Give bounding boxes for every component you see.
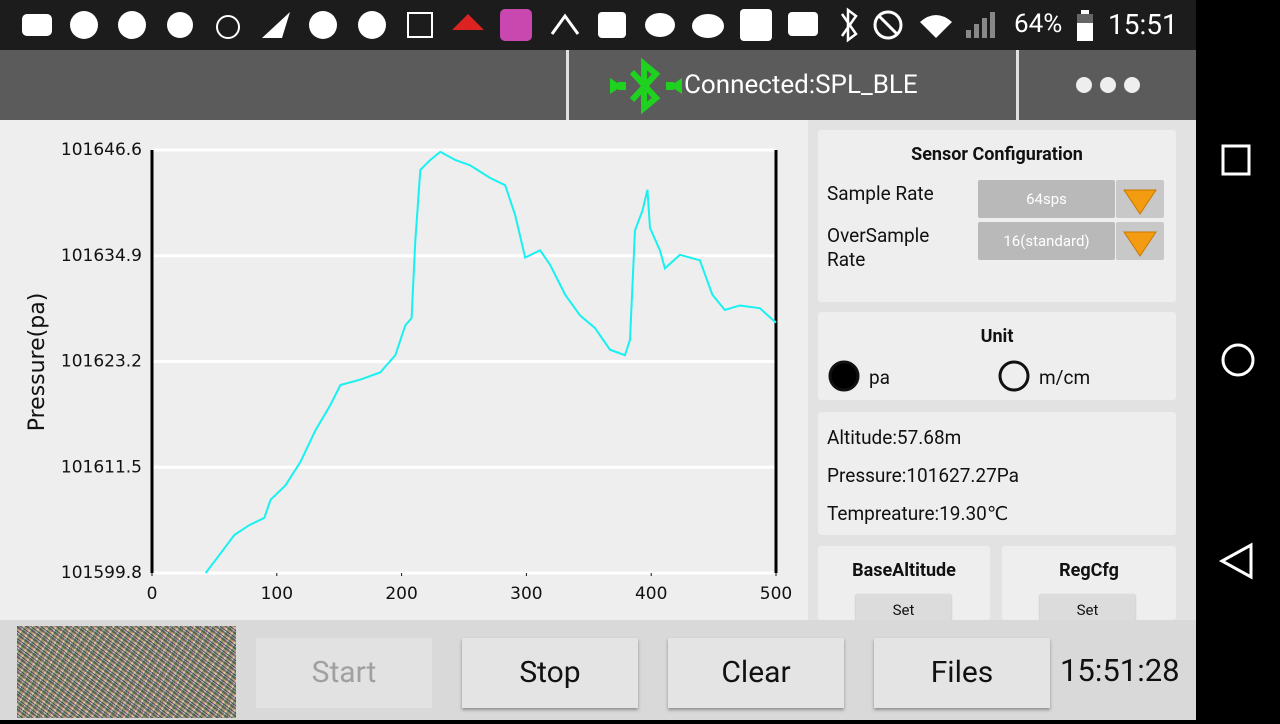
data-line bbox=[204, 150, 777, 574]
x-tick-label: 0 bbox=[147, 584, 158, 604]
card-title: RegCfg bbox=[1059, 560, 1119, 581]
dropdown[interactable]: 64sps bbox=[978, 180, 1115, 218]
y-tick-label: 101611.5 bbox=[61, 457, 142, 477]
y-tick-label: 101646.6 bbox=[61, 140, 142, 160]
y-tick-label: 101634.9 bbox=[61, 246, 142, 266]
app-bar: Connected:SPL_BLE bbox=[0, 50, 1196, 120]
clock: 15:51:28 bbox=[1060, 652, 1180, 689]
chart: Pressure(pa) 101599.8 101611.5 101623.2 101… bbox=[0, 120, 808, 620]
content: Pressure(pa) 101599.8 101611.5 101623.2 101… bbox=[0, 120, 1196, 620]
field-label: OverSample Rate bbox=[827, 224, 930, 271]
reading: Tempreature:19.30℃ bbox=[827, 502, 1009, 525]
home-button[interactable] bbox=[1221, 343, 1255, 377]
dropdown-arrow[interactable] bbox=[1116, 222, 1164, 260]
nav-bar bbox=[1196, 0, 1280, 720]
x-tick-label: 300 bbox=[510, 584, 542, 604]
status-icons bbox=[22, 7, 952, 43]
set-button[interactable]: Set bbox=[1040, 594, 1135, 620]
card-title: BaseAltitude bbox=[852, 560, 956, 581]
x-tick-label: 100 bbox=[261, 584, 293, 604]
divider bbox=[1016, 50, 1019, 120]
y-axis-label: Pressure(pa) bbox=[25, 293, 50, 432]
regcfg-card: RegCfg Set bbox=[1002, 546, 1176, 620]
radio-button[interactable] bbox=[996, 358, 1032, 394]
radio-label[interactable]: m/cm bbox=[1039, 366, 1091, 389]
status-time: 15:51 bbox=[1108, 8, 1178, 41]
set-button[interactable]: Set bbox=[856, 594, 951, 620]
overflow-menu[interactable] bbox=[1070, 74, 1146, 96]
nav-icons bbox=[1218, 144, 1255, 580]
card-title: Unit bbox=[980, 326, 1014, 347]
action-button[interactable]: Files bbox=[874, 638, 1050, 708]
dropdown[interactable]: 16(standard) bbox=[978, 222, 1115, 260]
notification-icons bbox=[22, 7, 952, 43]
radio-button[interactable] bbox=[826, 358, 862, 394]
x-tick-label: 500 bbox=[760, 584, 792, 604]
x-tick-label: 400 bbox=[635, 584, 667, 604]
field-label: Sample Rate bbox=[827, 182, 934, 205]
card-title: Sensor Configuration bbox=[911, 144, 1083, 165]
radio-circle bbox=[998, 360, 1030, 392]
battery-percent: 64% bbox=[1014, 9, 1063, 39]
radio-label[interactable]: pa bbox=[869, 366, 891, 389]
readings-card: Altitude:57.68m Pressure:101627.27Pa Tem… bbox=[818, 412, 1176, 535]
bottom-bar: 15:51:28 Start Stop Clear Files bbox=[0, 620, 1196, 720]
battery-icon bbox=[1077, 10, 1093, 41]
reading: Pressure:101627.27Pa bbox=[827, 464, 1020, 487]
back-button[interactable] bbox=[1218, 542, 1253, 580]
action-button: Start bbox=[256, 638, 432, 708]
unit-card: Unit pa m/cm bbox=[818, 312, 1176, 400]
recents-button[interactable] bbox=[1221, 144, 1251, 176]
noise-thumbnail bbox=[17, 626, 236, 718]
sensor-config-card: Sensor Configuration Sample Rate 64sps O… bbox=[818, 130, 1176, 302]
action-button[interactable]: Stop bbox=[462, 638, 638, 708]
base-altitude-card: BaseAltitude Set bbox=[818, 546, 990, 620]
x-tick-label: 200 bbox=[385, 584, 417, 604]
bluetooth-icon bbox=[610, 58, 682, 114]
y-tick-label: 101599.8 bbox=[61, 563, 142, 583]
connection-status: Connected:SPL_BLE bbox=[684, 70, 918, 100]
divider bbox=[566, 50, 569, 120]
y-tick-label: 101623.2 bbox=[61, 352, 142, 372]
reading: Altitude:57.68m bbox=[827, 426, 962, 449]
dropdown-arrow[interactable] bbox=[1116, 180, 1164, 218]
signal-icon bbox=[966, 12, 995, 38]
radio-circle bbox=[828, 360, 860, 392]
status-bar: 64% 15:51 bbox=[0, 0, 1196, 50]
action-button[interactable]: Clear bbox=[668, 638, 844, 708]
